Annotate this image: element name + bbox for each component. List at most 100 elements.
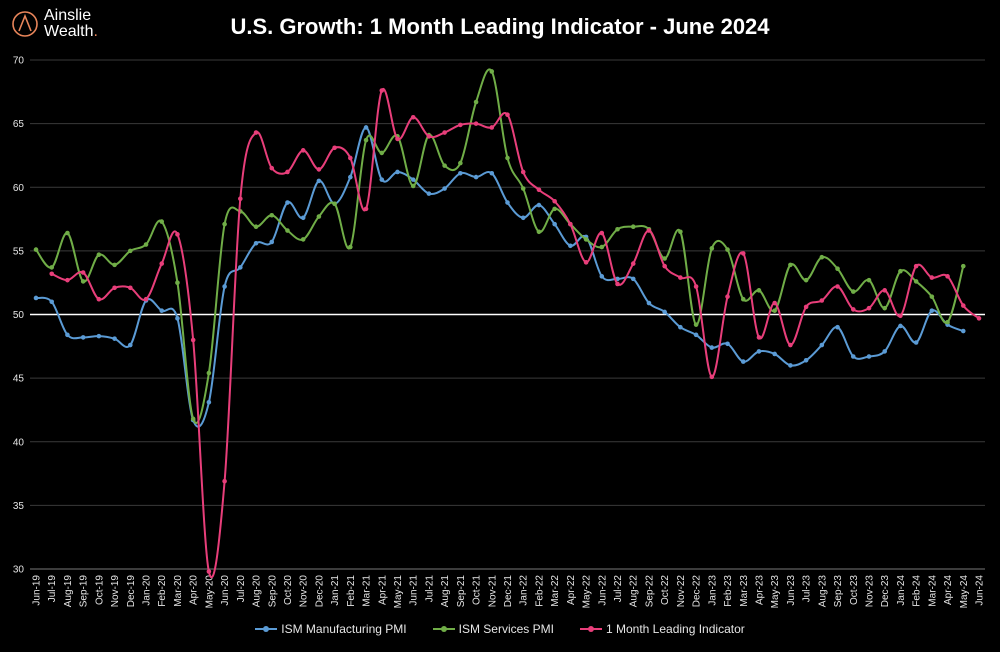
data-point xyxy=(819,342,825,348)
data-point xyxy=(316,178,322,184)
x-tick-label: Jul-23 xyxy=(802,575,813,603)
data-point xyxy=(505,200,510,205)
data-point xyxy=(473,121,479,126)
data-point xyxy=(65,332,70,338)
x-tick-label: Aug-21 xyxy=(440,575,451,608)
data-point xyxy=(898,313,903,319)
data-point xyxy=(253,224,259,229)
data-point xyxy=(269,212,275,218)
x-tick-label: Oct-22 xyxy=(660,575,671,605)
data-point xyxy=(960,303,966,308)
data-point xyxy=(898,268,903,274)
data-point xyxy=(96,252,102,257)
data-point xyxy=(442,186,447,191)
data-point xyxy=(772,300,777,306)
x-tick-label: Nov-22 xyxy=(676,575,687,608)
y-tick-label: 50 xyxy=(13,310,25,321)
data-point xyxy=(662,309,667,315)
brand-name-line1: Ainslie xyxy=(44,7,92,24)
x-tick-label: Jul-20 xyxy=(236,575,247,603)
data-point xyxy=(772,351,777,357)
data-point xyxy=(379,177,385,182)
data-point xyxy=(379,88,385,93)
data-point xyxy=(976,316,982,321)
data-point xyxy=(568,243,573,249)
x-tick-label: Jun-22 xyxy=(597,575,608,606)
data-point xyxy=(253,130,259,135)
data-point xyxy=(646,300,652,306)
data-point xyxy=(709,345,715,350)
series-manufacturing xyxy=(33,125,966,428)
x-tick-label: Nov-20 xyxy=(299,575,310,608)
legend-label-manufacturing: ISM Manufacturing PMI xyxy=(281,622,407,636)
data-point xyxy=(112,285,117,291)
data-point xyxy=(615,281,620,287)
data-point xyxy=(238,265,243,270)
x-tick-label: Aug-19 xyxy=(63,575,74,608)
data-point xyxy=(756,349,762,354)
x-tick-label: May-22 xyxy=(582,575,593,609)
x-tick-label: Apr-22 xyxy=(566,575,577,605)
data-point xyxy=(285,200,290,205)
data-point xyxy=(850,307,856,312)
data-point xyxy=(756,335,762,340)
data-point xyxy=(112,336,117,341)
brand-dot: . xyxy=(93,23,98,40)
brand-logo: Ainslie Wealth. xyxy=(12,8,98,40)
x-tick-label: Jun-19 xyxy=(32,575,43,606)
chart-title: U.S. Growth: 1 Month Leading Indicator -… xyxy=(230,14,770,39)
data-point xyxy=(725,247,730,252)
chart-legend: ISM Manufacturing PMI ISM Services PMI 1… xyxy=(0,622,1000,636)
x-tick-label: May-21 xyxy=(393,575,404,609)
data-point xyxy=(442,130,447,135)
data-point xyxy=(410,114,416,120)
data-point xyxy=(882,288,887,293)
y-tick-label: 40 xyxy=(13,437,25,448)
data-point xyxy=(630,276,636,282)
x-tick-label: Jul-22 xyxy=(613,575,624,603)
y-axis-ticks: 30 35 40 45 50 55 60 65 70 xyxy=(13,56,25,576)
x-tick-label: Dec-20 xyxy=(314,575,325,608)
series-line-services xyxy=(35,68,965,424)
legend-item-services[interactable]: ISM Services PMI xyxy=(432,622,554,636)
data-point xyxy=(222,284,227,289)
series-line-leading-indicator xyxy=(51,87,980,579)
x-tick-label: Sep-20 xyxy=(267,575,278,608)
data-point xyxy=(882,349,887,354)
x-tick-label: Aug-20 xyxy=(252,575,263,608)
legend-item-leading-indicator[interactable]: 1 Month Leading Indicator xyxy=(579,622,745,636)
x-tick-label: Dec-23 xyxy=(880,575,891,608)
data-point xyxy=(725,341,730,347)
data-point xyxy=(285,169,290,175)
data-point xyxy=(960,328,966,334)
data-point xyxy=(363,125,369,130)
data-point xyxy=(49,265,55,270)
x-tick-label: Sep-22 xyxy=(644,575,655,608)
data-point xyxy=(505,155,510,161)
data-point xyxy=(143,296,149,302)
x-tick-label: Jan-23 xyxy=(707,575,718,606)
legend-item-manufacturing[interactable]: ISM Manufacturing PMI xyxy=(255,622,407,636)
data-point xyxy=(819,298,825,303)
data-point xyxy=(175,232,180,237)
data-point xyxy=(835,284,840,289)
data-point xyxy=(913,263,919,269)
data-point xyxy=(709,246,715,251)
data-point xyxy=(788,262,793,268)
x-tick-label: May-20 xyxy=(204,575,215,609)
data-point xyxy=(803,277,809,283)
series-leading-indicator xyxy=(49,87,982,579)
data-point xyxy=(190,337,196,343)
x-tick-label: Dec-21 xyxy=(503,575,514,608)
x-tick-label: Dec-22 xyxy=(692,575,703,608)
y-tick-label: 35 xyxy=(13,501,25,512)
data-point xyxy=(33,247,39,252)
brand-name-line2: Wealth xyxy=(44,23,94,40)
x-tick-label: Apr-21 xyxy=(377,575,388,605)
legend-swatch-manufacturing xyxy=(255,624,278,634)
data-point xyxy=(662,256,667,261)
data-point xyxy=(206,370,212,376)
data-point xyxy=(348,244,353,250)
x-tick-label: Mar-21 xyxy=(362,575,373,607)
data-point xyxy=(159,308,165,313)
